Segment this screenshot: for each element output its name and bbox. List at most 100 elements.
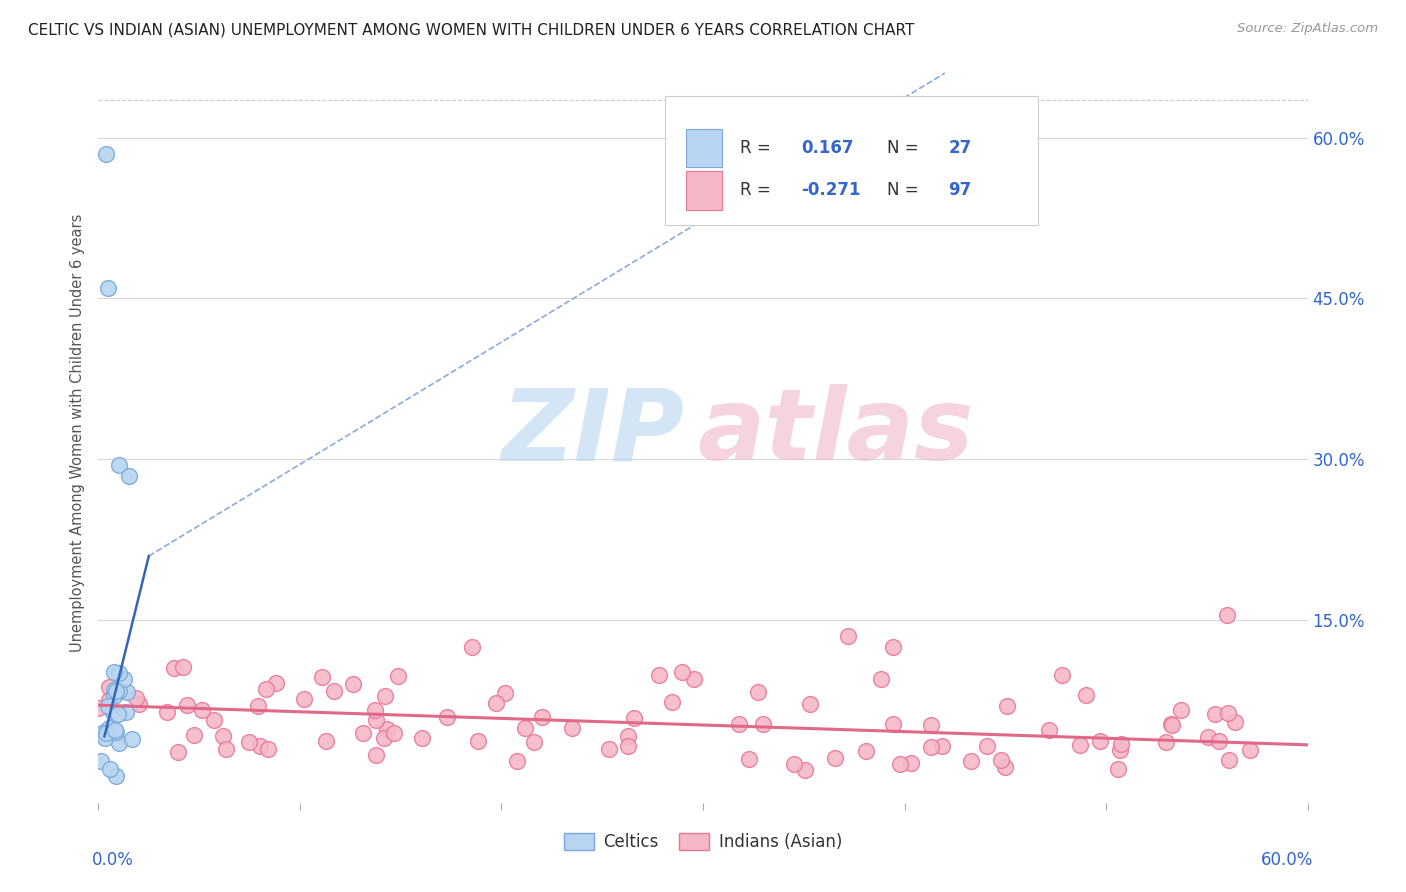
Point: [87, 700, 110, 714]
Point: [1170, 703, 1192, 717]
Point: [1074, 688, 1097, 702]
Point: [246, 699, 269, 714]
Point: [561, 721, 583, 735]
Point: [264, 676, 287, 690]
Point: [997, 698, 1019, 713]
Point: [920, 739, 942, 754]
Point: [93, 725, 115, 739]
Point: [97, 698, 120, 713]
Point: [494, 686, 516, 700]
Point: [1107, 762, 1129, 776]
Text: 0.0%: 0.0%: [93, 851, 134, 869]
Point: [783, 756, 806, 771]
Point: [256, 742, 278, 756]
Point: [121, 731, 143, 746]
Point: [960, 754, 983, 768]
Point: [1208, 734, 1230, 748]
Point: [485, 697, 508, 711]
Point: [107, 706, 129, 721]
Point: [1161, 718, 1184, 732]
Point: [128, 697, 150, 711]
Point: [1154, 735, 1177, 749]
Point: [364, 702, 387, 716]
Point: [315, 733, 337, 747]
Point: [617, 739, 640, 753]
Point: [125, 690, 148, 705]
Point: [97, 721, 120, 735]
Point: [1109, 737, 1132, 751]
Point: [752, 717, 775, 731]
Point: [366, 713, 388, 727]
Point: [467, 733, 489, 747]
Text: CELTIC VS INDIAN (ASIAN) UNEMPLOYMENT AMONG WOMEN WITH CHILDREN UNDER 6 YEARS CO: CELTIC VS INDIAN (ASIAN) UNEMPLOYMENT AM…: [28, 22, 914, 37]
Text: R =: R =: [740, 139, 776, 157]
Point: [373, 731, 395, 746]
Point: [900, 756, 922, 770]
Point: [292, 691, 315, 706]
Point: [183, 728, 205, 742]
Point: [436, 710, 458, 724]
Point: [238, 735, 260, 749]
Point: [738, 752, 761, 766]
Text: 60.0%: 60.0%: [1261, 851, 1313, 869]
Point: [1216, 706, 1239, 720]
Point: [598, 741, 620, 756]
Point: [103, 683, 125, 698]
Point: [103, 689, 125, 703]
Point: [1225, 714, 1247, 729]
Point: [352, 726, 374, 740]
Point: [101, 704, 124, 718]
Point: [648, 668, 671, 682]
Point: [382, 726, 405, 740]
Point: [799, 697, 821, 711]
Point: [1038, 723, 1060, 738]
Point: [97, 281, 120, 295]
Point: [94, 726, 117, 740]
Text: -0.271: -0.271: [801, 181, 860, 199]
Point: [1204, 706, 1226, 721]
Point: [794, 763, 817, 777]
Point: [176, 698, 198, 712]
Point: [172, 659, 194, 673]
Point: [523, 735, 546, 749]
Point: [530, 710, 553, 724]
Text: N =: N =: [887, 181, 924, 199]
Point: [104, 769, 127, 783]
Point: [671, 665, 693, 679]
Point: [990, 753, 1012, 767]
Text: 97: 97: [949, 181, 972, 199]
Point: [108, 736, 131, 750]
Point: [882, 640, 904, 655]
Point: [506, 754, 529, 768]
Text: atlas: atlas: [697, 384, 973, 481]
Point: [323, 683, 346, 698]
Point: [1090, 734, 1112, 748]
Point: [90, 754, 112, 768]
Y-axis label: Unemployment Among Women with Children Under 6 years: Unemployment Among Women with Children U…: [70, 213, 86, 652]
Point: [156, 705, 179, 719]
Point: [661, 695, 683, 709]
Point: [104, 684, 127, 698]
Point: [166, 745, 188, 759]
Point: [1160, 717, 1182, 731]
Point: [254, 681, 277, 696]
Point: [824, 751, 846, 765]
Point: [855, 744, 877, 758]
Point: [617, 729, 640, 743]
Point: [215, 741, 238, 756]
Point: [104, 725, 127, 739]
Text: 27: 27: [949, 139, 972, 157]
Point: [342, 677, 364, 691]
Point: [882, 717, 904, 731]
Point: [115, 685, 138, 699]
Point: [103, 665, 125, 679]
Point: [249, 739, 271, 753]
Point: [1069, 738, 1091, 752]
Point: [374, 689, 396, 703]
Point: [202, 713, 225, 727]
Point: [190, 703, 212, 717]
Point: [107, 458, 129, 472]
Point: [837, 630, 859, 644]
Point: [108, 665, 131, 680]
Text: Source: ZipAtlas.com: Source: ZipAtlas.com: [1237, 22, 1378, 36]
